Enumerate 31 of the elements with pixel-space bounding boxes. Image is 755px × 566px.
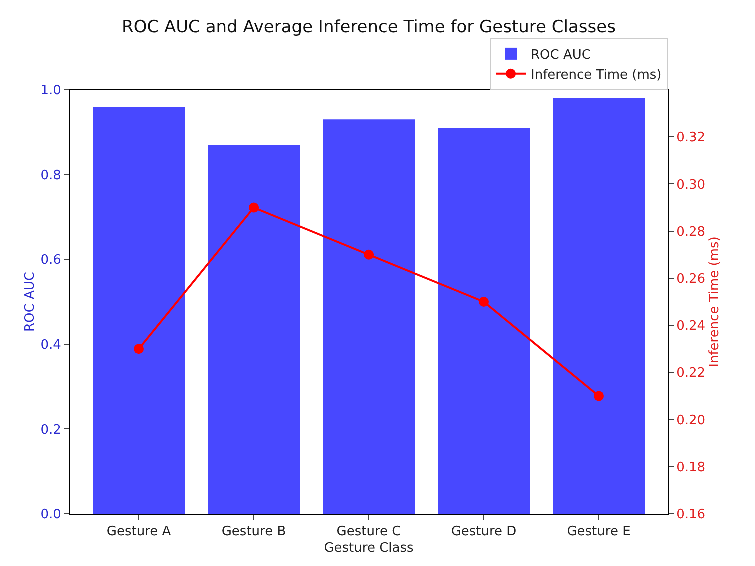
- legend-label: ROC AUC: [531, 48, 591, 64]
- point: [134, 344, 144, 354]
- point: [249, 202, 259, 213]
- x-tick-label: Gesture A: [106, 524, 172, 540]
- y2-tick-label: 0.18: [676, 460, 706, 476]
- point: [364, 250, 374, 260]
- y2-tick-label: 0.28: [676, 224, 706, 240]
- y2-tick-label: 0.32: [676, 130, 706, 146]
- y-tick-label: 0.6: [40, 253, 62, 268]
- x-tick-label: Gesture C: [336, 524, 402, 540]
- y-tick-label: 0.8: [40, 168, 62, 184]
- point: [479, 297, 489, 307]
- x-axis-title: Gesture Class: [324, 541, 414, 556]
- x-tick-label: Gesture B: [222, 524, 286, 540]
- y-tick-label: 0.0: [40, 508, 62, 523]
- chart-title: ROC AUC and Average Inference Time for Gesture Classes: [122, 17, 616, 38]
- y2-tick-label: 0.20: [676, 413, 706, 428]
- y2-tick-label: 0.16: [676, 508, 706, 523]
- y2-tick-label: 0.30: [676, 178, 706, 193]
- y-tick-label: 0.2: [40, 422, 62, 438]
- point: [594, 391, 604, 402]
- x-tick-label: Gesture D: [451, 524, 517, 540]
- x-tick-label: Gesture E: [567, 524, 631, 540]
- y2-tick-label: 0.26: [676, 272, 706, 287]
- y2-tick-label: 0.24: [676, 319, 706, 334]
- y-tick-label: 1.0: [40, 84, 62, 99]
- y-axis-title: ROC AUC: [23, 272, 38, 332]
- y2-axis-title: Inference Time (ms): [708, 236, 723, 368]
- y2-tick-label: 0.22: [676, 366, 706, 382]
- legend-label: Inference Time (ms): [531, 68, 662, 83]
- y-tick-label: 0.4: [40, 338, 62, 353]
